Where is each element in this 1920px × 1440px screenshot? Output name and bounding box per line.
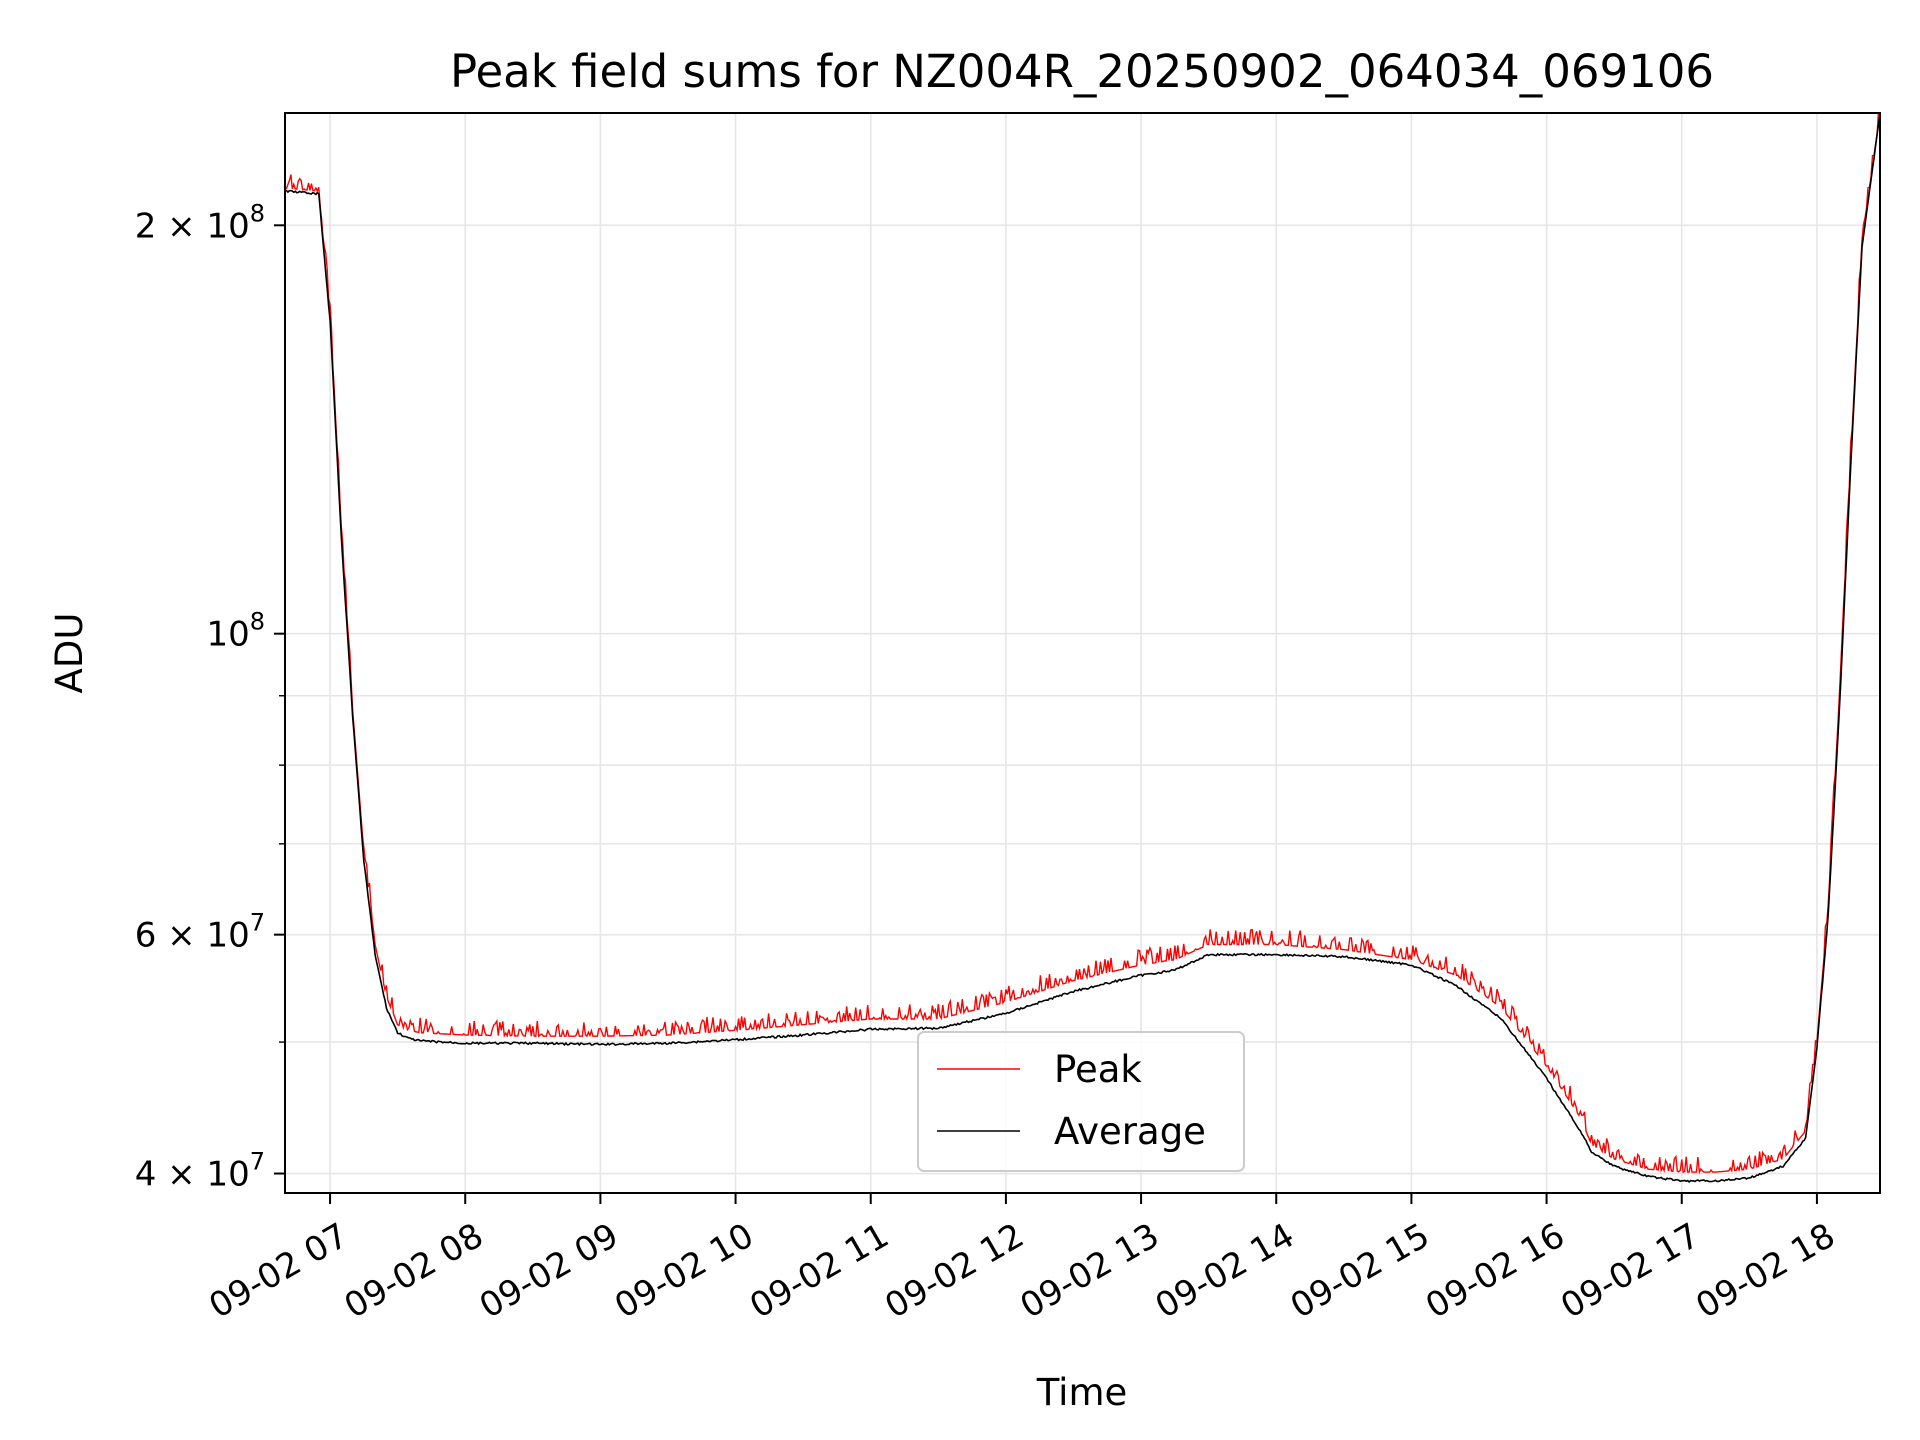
legend-label-average: Average: [1054, 1110, 1206, 1153]
series-lines: [285, 113, 1880, 1183]
y-tick-label: 108: [206, 608, 265, 655]
plot-frame: [284, 112, 1881, 1194]
legend-label-peak: Peak: [1054, 1048, 1142, 1091]
y-axis-label: ADU: [48, 613, 91, 694]
series-line-peak: [285, 113, 1880, 1175]
chart-title: Peak field sums for NZ004R_20250902_0640…: [450, 45, 1714, 98]
y-tick-label: 2 × 108: [135, 199, 265, 246]
x-axis-label: Time: [1036, 1371, 1128, 1414]
legend: Peak Average: [917, 1031, 1245, 1172]
legend-box: [917, 1031, 1245, 1172]
series-line-average: [285, 113, 1880, 1183]
y-tick-label: 4 × 107: [135, 1148, 265, 1195]
y-tick-label: 6 × 107: [135, 909, 265, 956]
